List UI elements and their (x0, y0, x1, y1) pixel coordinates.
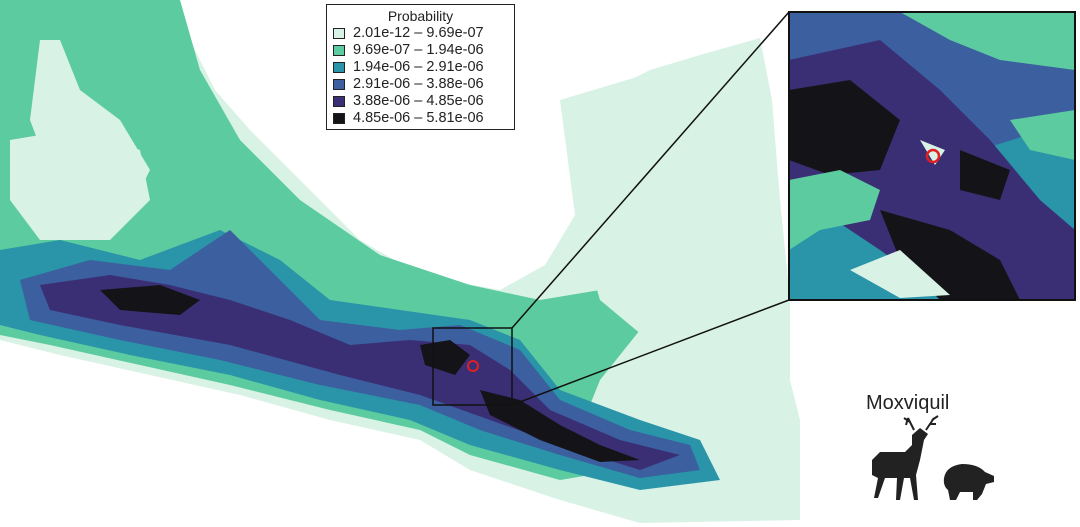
legend-label: 1.94e-06 – 2.91e-06 (353, 59, 484, 75)
legend-title: Probability (387, 8, 454, 24)
legend-item: 2.01e-12 – 9.69e-07 (333, 25, 508, 42)
peccary-silhouette-icon (943, 464, 994, 500)
inset-extent-box (432, 327, 513, 406)
legend-label: 3.88e-06 – 4.85e-06 (353, 93, 484, 109)
legend-swatch (333, 113, 345, 124)
legend-swatch (333, 96, 345, 107)
legend-label: 2.01e-12 – 9.69e-07 (353, 25, 484, 41)
legend: Probability 2.01e-12 – 9.69e-07 9.69e-07… (326, 4, 515, 130)
legend-item: 9.69e-07 – 1.94e-06 (333, 42, 508, 59)
legend-item: 3.88e-06 – 4.85e-06 (333, 93, 508, 110)
zoom-inset-panel (788, 11, 1076, 301)
region-class-1-patch (10, 130, 150, 240)
deer-silhouette-icon (872, 415, 939, 500)
legend-swatch (333, 45, 345, 56)
site-marker (467, 360, 479, 372)
region-class-6 (100, 285, 640, 462)
species-name: Moxviquil (866, 392, 950, 414)
legend-label: 2.91e-06 – 3.88e-06 (353, 76, 484, 92)
legend-label: 9.69e-07 – 1.94e-06 (353, 42, 484, 58)
legend-swatch (333, 28, 345, 39)
region-class-1-patch (560, 40, 790, 380)
legend-item: 2.91e-06 – 3.88e-06 (333, 76, 508, 93)
legend-swatch (333, 62, 345, 73)
site-marker-zoomed (925, 148, 941, 164)
legend-item: 1.94e-06 – 2.91e-06 (333, 59, 508, 76)
legend-item: 4.85e-06 – 5.81e-06 (333, 110, 508, 127)
legend-swatch (333, 79, 345, 90)
legend-label: 4.85e-06 – 5.81e-06 (353, 110, 484, 126)
